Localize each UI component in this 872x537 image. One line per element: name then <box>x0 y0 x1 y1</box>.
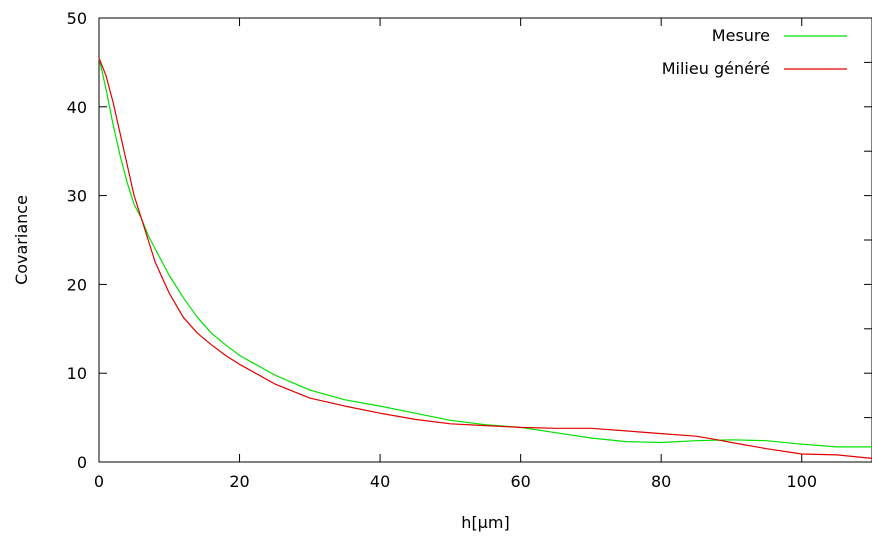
plot-border <box>98 17 872 463</box>
y-tick-label: 40 <box>67 98 87 117</box>
x-tick-label: 100 <box>786 472 817 491</box>
legend-label-2: Milieu généré <box>662 59 770 78</box>
y-tick-label: 20 <box>67 275 87 294</box>
legend-label-1: Mesure <box>712 26 770 45</box>
x-axis-label: h[µm] <box>461 513 509 532</box>
x-tick-label: 40 <box>370 472 390 491</box>
x-tick-label: 80 <box>651 472 671 491</box>
y-axis-label: Covariance <box>12 195 31 285</box>
series-layer <box>98 57 872 459</box>
series-line-1 <box>98 57 872 448</box>
legend: Mesure Milieu généré <box>662 26 847 78</box>
y-tick-label: 30 <box>67 187 87 206</box>
y-tick-label: 0 <box>77 453 87 472</box>
axes: 0 10 20 30 40 50 0 20 40 60 80 100 <box>67 9 872 491</box>
x-tick-label: 60 <box>510 472 530 491</box>
series-line-2 <box>98 57 872 459</box>
x-tick-label: 0 <box>94 472 104 491</box>
y-tick-label: 10 <box>67 364 87 383</box>
x-tick-label: 20 <box>229 472 249 491</box>
y-tick-label: 50 <box>67 9 87 28</box>
